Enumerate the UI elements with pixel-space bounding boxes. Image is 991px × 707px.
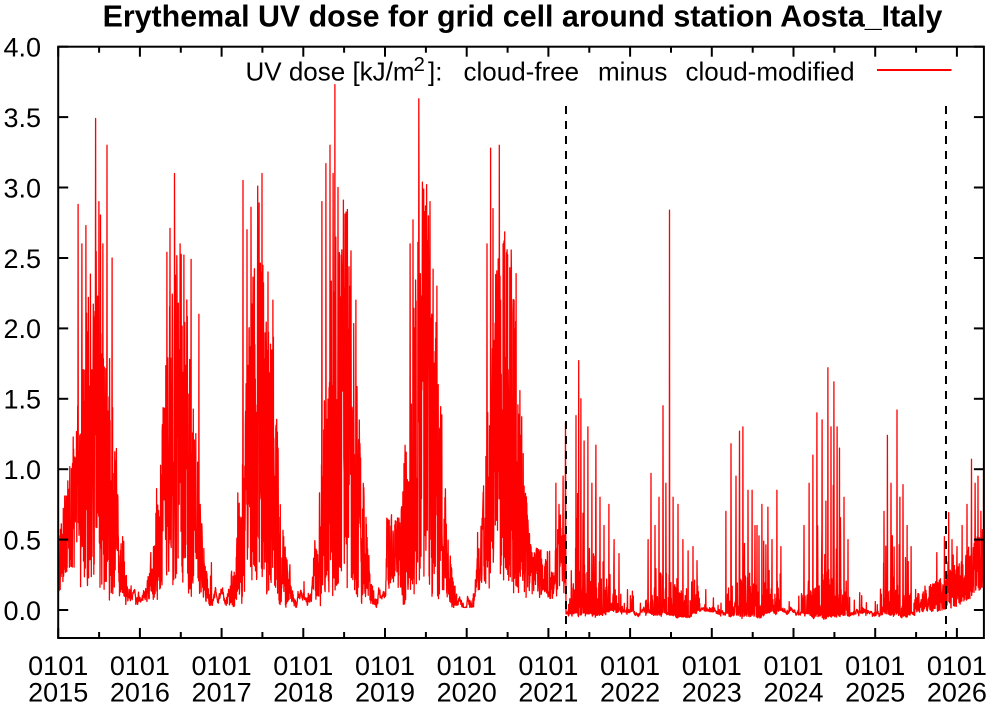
svg-text:0101: 0101 xyxy=(682,651,742,681)
svg-text:0101: 0101 xyxy=(273,651,333,681)
svg-text:]:: ]: xyxy=(428,57,442,87)
svg-text:2016: 2016 xyxy=(110,678,170,707)
svg-text:4.0: 4.0 xyxy=(3,33,41,63)
svg-text:cloud-modified: cloud-modified xyxy=(686,57,855,87)
svg-text:2020: 2020 xyxy=(437,678,497,707)
svg-text:0101: 0101 xyxy=(28,651,88,681)
svg-text:2026: 2026 xyxy=(927,678,987,707)
svg-text:0.5: 0.5 xyxy=(3,525,41,555)
svg-text:Erythemal UV dose for grid cel: Erythemal UV dose for grid cell around s… xyxy=(103,0,943,34)
svg-text:2019: 2019 xyxy=(355,678,415,707)
svg-text:2: 2 xyxy=(414,53,425,76)
svg-text:0101: 0101 xyxy=(600,651,660,681)
svg-text:1.0: 1.0 xyxy=(3,455,41,485)
svg-text:0101: 0101 xyxy=(192,651,252,681)
svg-text:1.5: 1.5 xyxy=(3,385,41,415)
svg-text:0101: 0101 xyxy=(110,651,170,681)
svg-text:0.0: 0.0 xyxy=(3,596,41,626)
svg-text:2018: 2018 xyxy=(273,678,333,707)
svg-text:3.5: 3.5 xyxy=(3,103,41,133)
svg-text:2.5: 2.5 xyxy=(3,244,41,274)
svg-text:0101: 0101 xyxy=(518,651,578,681)
svg-text:2.0: 2.0 xyxy=(3,314,41,344)
svg-text:2022: 2022 xyxy=(600,678,660,707)
svg-text:0101: 0101 xyxy=(355,651,415,681)
svg-text:0101: 0101 xyxy=(845,651,905,681)
svg-text:2024: 2024 xyxy=(763,678,823,707)
svg-text:2017: 2017 xyxy=(192,678,252,707)
svg-text:3.0: 3.0 xyxy=(3,173,41,203)
svg-text:2023: 2023 xyxy=(682,678,742,707)
svg-text:2015: 2015 xyxy=(28,678,88,707)
svg-text:2021: 2021 xyxy=(518,678,578,707)
svg-text:2025: 2025 xyxy=(845,678,905,707)
svg-text:UV dose [kJ/m: UV dose [kJ/m xyxy=(246,57,415,87)
svg-text:0101: 0101 xyxy=(927,651,987,681)
svg-text:0101: 0101 xyxy=(437,651,497,681)
svg-text:minus: minus xyxy=(598,57,667,87)
svg-text:0101: 0101 xyxy=(763,651,823,681)
svg-text:cloud-free: cloud-free xyxy=(464,57,580,87)
